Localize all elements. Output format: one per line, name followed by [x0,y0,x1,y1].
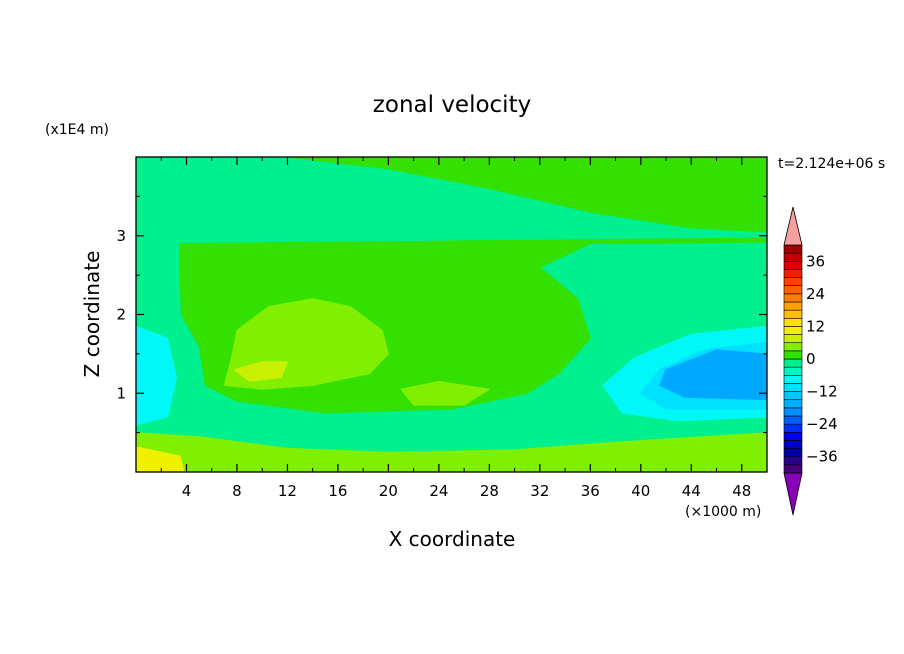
colorbar-segment [783,407,803,417]
colorbar-upper-extension [783,206,803,246]
colorbar-segment [783,317,803,327]
x-tick-label: 48 [732,482,751,500]
x-tick-label: 16 [328,482,347,500]
y-tick-label: 2 [116,306,126,324]
colorbar-segment [783,260,803,270]
colorbar-segment [783,383,803,392]
x-tick-label: 40 [631,482,650,500]
x-axis-title: X coordinate [389,527,516,551]
colorbar-segment [783,285,803,295]
time-label: t=2.124e+06 s [778,156,885,172]
x-tick-label: 28 [480,482,499,500]
x-tick-label: 4 [182,482,192,500]
contour-region [233,361,288,382]
colorbar-tick-label: −12 [806,383,838,401]
colorbar: 36 24 12 0 −12 −24 −36 [783,206,838,516]
colorbar-segment [783,277,803,287]
y-unit-label: (x1E4 m) [45,122,109,138]
chart-title: zonal velocity [373,92,531,118]
colorbar-segment [783,269,803,278]
colorbar-lower-extension [783,472,803,516]
colorbar-tick-label: −24 [806,415,838,433]
colorbar-segment [783,456,803,466]
colorbar-tick-label: 36 [806,252,825,270]
colorbar-segment [783,415,803,425]
colorbar-segment [783,431,803,441]
x-tick-label: 8 [232,482,242,500]
contour-region [160,157,767,233]
colorbar-segment [783,440,803,449]
contour-region [400,380,490,406]
colorbar-segment [783,358,803,368]
y-tick-label: 1 [116,384,126,402]
x-tick-label: 32 [530,482,549,500]
x-tick-label: 36 [581,482,600,500]
contour-region [136,446,185,472]
colorbar-segment [783,374,803,384]
contour-region [136,432,767,472]
contour-field [136,157,767,472]
colorbar-segment [783,301,803,311]
colorbar-segment [783,293,803,303]
y-axis: 1 2 3 [116,195,767,434]
colorbar-tick-label: 12 [806,317,825,335]
colorbar-tick-label: −36 [806,448,838,466]
colorbar-segment [783,244,803,254]
colorbar-segment [783,464,803,474]
colorbar-segment [783,391,803,401]
x-unit-label: (×1000 m) [685,504,761,520]
colorbar-segment [783,350,803,360]
contour-region [136,325,177,426]
x-tick-label: 12 [278,482,297,500]
colorbar-tick-label: 24 [806,285,825,303]
x-tick-label: 20 [379,482,398,500]
y-axis-title: Z coordinate [80,251,104,378]
colorbar-segment [783,423,803,433]
colorbar-tick-label: 0 [806,350,816,368]
x-tick-label: 24 [429,482,448,500]
colorbar-segment [783,366,803,376]
colorbar-segment [783,309,803,319]
colorbar-segment [783,252,803,262]
x-tick-label: 44 [682,482,701,500]
y-tick-label: 3 [116,227,126,245]
colorbar-segment [783,334,803,344]
colorbar-segment [783,342,803,352]
colorbar-segment [783,399,803,409]
colorbar-segment [783,326,803,335]
x-axis: 4 8 12 16 20 24 28 32 36 40 44 48 [160,157,751,500]
contour-region [659,349,767,401]
colorbar-segment [783,448,803,458]
